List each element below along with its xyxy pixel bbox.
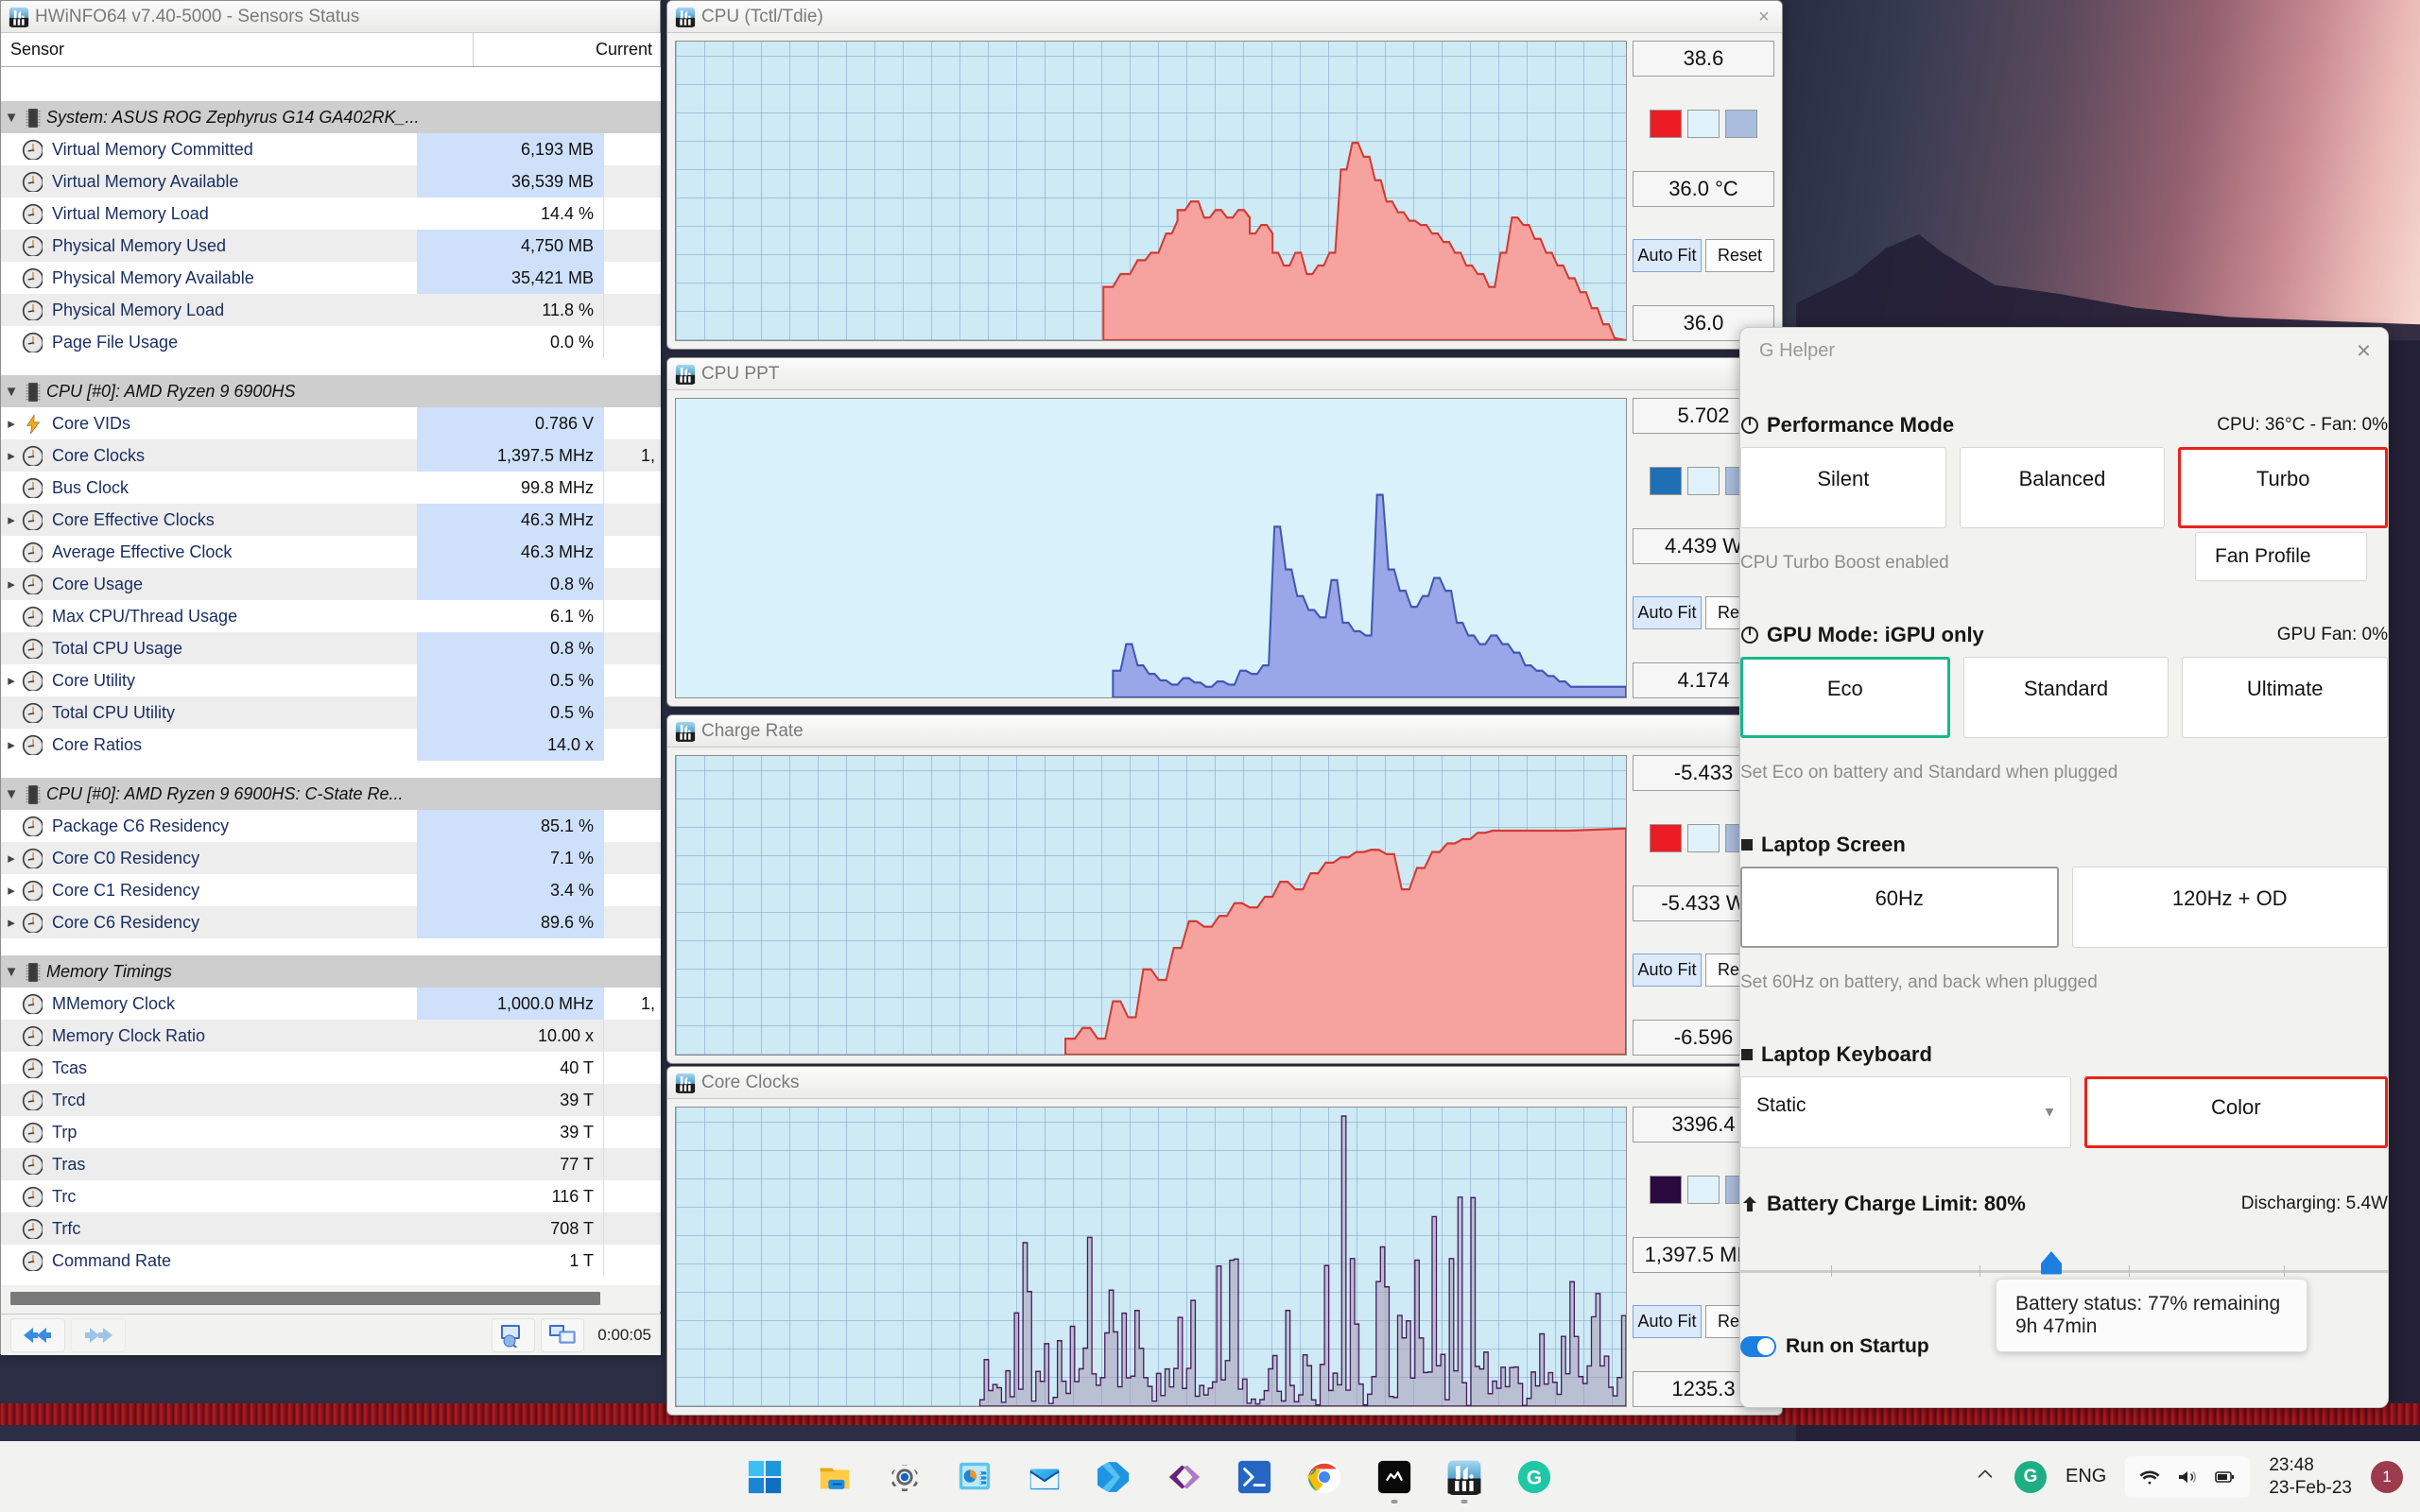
svg-text:G: G bbox=[1527, 1467, 1542, 1488]
